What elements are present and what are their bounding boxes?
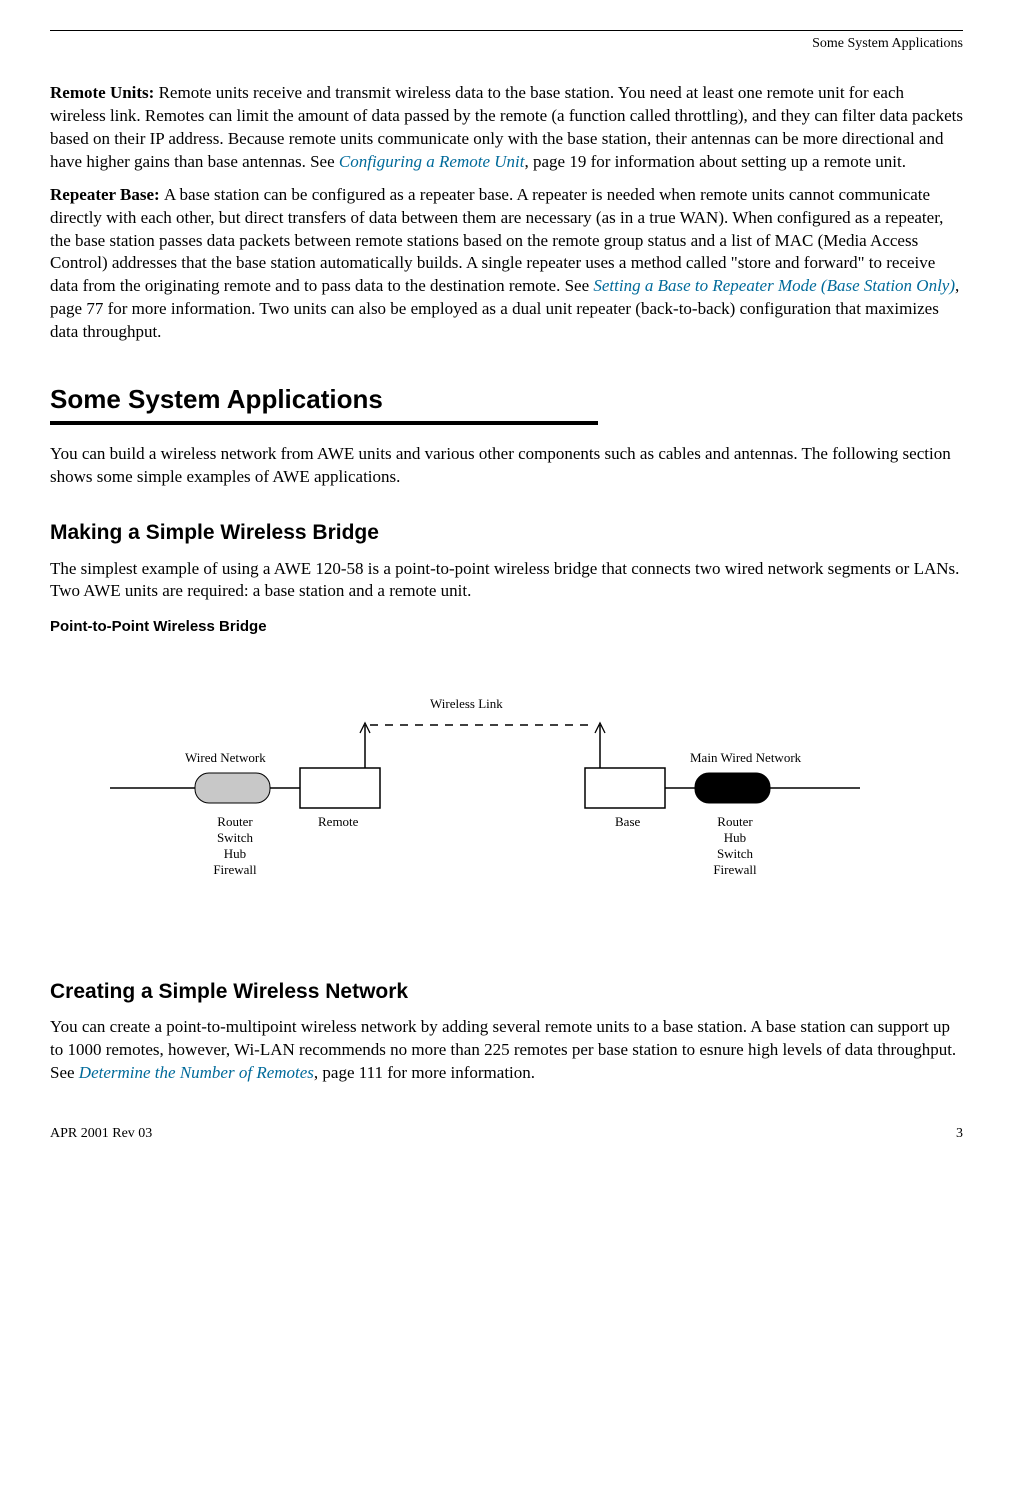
body-text: , page 111 for more information. (314, 1063, 535, 1082)
lead-repeater-base: Repeater Base: (50, 185, 164, 204)
paragraph-remote-units: Remote Units: Remote units receive and t… (50, 82, 963, 174)
label-wireless-link: Wireless Link (430, 696, 503, 712)
link-configuring-remote[interactable]: Configuring a Remote Unit (339, 152, 525, 171)
paragraph-intro: You can build a wireless network from AW… (50, 443, 963, 489)
heading-ptp-bridge: Point-to-Point Wireless Bridge (50, 617, 963, 637)
label-line: Firewall (213, 862, 256, 877)
page-top-rule (50, 30, 963, 31)
label-line: Switch (217, 830, 253, 845)
label-right-stack: Router Hub Switch Firewall (710, 814, 760, 879)
paragraph-network: You can create a point-to-multipoint wir… (50, 1016, 963, 1085)
link-setting-repeater[interactable]: Setting a Base to Repeater Mode (Base St… (593, 276, 955, 295)
label-wired-network: Wired Network (185, 750, 266, 766)
heading-simple-network: Creating a Simple Wireless Network (50, 978, 963, 1006)
label-line: Router (717, 814, 752, 829)
heading-some-system-applications: Some System Applications (50, 382, 963, 417)
label-left-stack: Router Switch Hub Firewall (210, 814, 260, 879)
paragraph-bridge: The simplest example of using a AWE 120-… (50, 558, 963, 604)
lead-remote-units: Remote Units: (50, 83, 159, 102)
label-line: Hub (724, 830, 746, 845)
page-footer: APR 2001 Rev 03 3 (50, 1125, 963, 1144)
diagram-svg (50, 658, 950, 898)
figure-ptp-bridge: Wireless Link Wired Network Main Wired N… (50, 658, 963, 918)
link-determine-remotes[interactable]: Determine the Number of Remotes (79, 1063, 314, 1082)
heading-rule (50, 421, 598, 425)
footer-page-number: 3 (956, 1125, 963, 1144)
body-text: , page 19 for information about setting … (524, 152, 905, 171)
label-line: Switch (717, 846, 753, 861)
label-line: Firewall (713, 862, 756, 877)
label-remote: Remote (318, 814, 358, 830)
label-base: Base (615, 814, 640, 830)
heading-simple-bridge: Making a Simple Wireless Bridge (50, 519, 963, 547)
label-main-wired-network: Main Wired Network (690, 750, 801, 766)
paragraph-repeater-base: Repeater Base: A base station can be con… (50, 184, 963, 345)
running-header: Some System Applications (50, 35, 963, 54)
label-line: Router (217, 814, 252, 829)
label-line: Hub (224, 846, 246, 861)
footer-left: APR 2001 Rev 03 (50, 1125, 152, 1144)
